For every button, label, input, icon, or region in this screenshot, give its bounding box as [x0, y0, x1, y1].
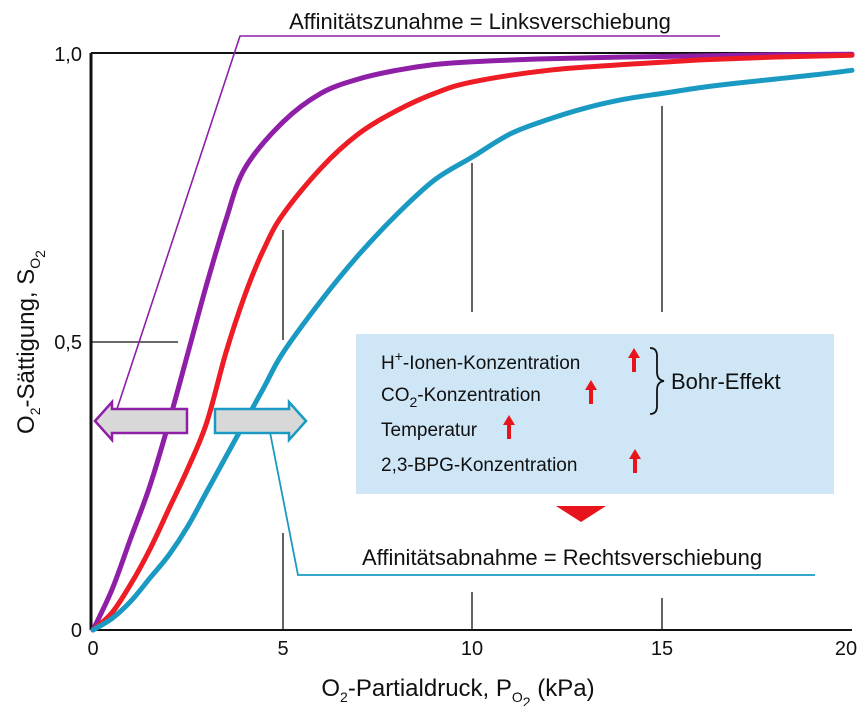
x-tick-label-20: 20 — [835, 638, 857, 660]
curve-red — [90, 52, 855, 633]
left-shift-label: Affinitätszunahme = Linksverschiebung — [289, 9, 671, 34]
temperature-factor: Temperatur — [381, 420, 478, 441]
y-tick-label-1: 1,0 — [54, 44, 82, 66]
x-tick-label-0: 0 — [87, 638, 98, 660]
right-shift-callout-line — [267, 421, 815, 576]
bohr-effect-label: Bohr-Effekt — [671, 369, 781, 394]
y-axis-title: O2-Sättigung, SO2 — [13, 250, 48, 434]
curve-blue — [90, 67, 855, 633]
left-shift-label-bg — [240, 8, 720, 35]
y-tick-label-05: 0,5 — [54, 332, 82, 354]
left-shift-arrow-icon — [93, 398, 189, 444]
up-arrow-icon — [628, 348, 640, 372]
y-tick-label-0: 0 — [71, 620, 82, 642]
up-arrow-icon — [585, 380, 597, 404]
h-ions-factor: H+-Ionen-Konzentration — [381, 348, 580, 374]
x-tick-label-15: 15 — [651, 638, 673, 660]
down-arrowhead-icon — [556, 506, 606, 522]
curve-purple — [90, 51, 855, 633]
co2-factor: CO2-Konzentration — [381, 385, 541, 410]
left-shift-callout-line — [115, 35, 720, 413]
bpg-factor: 2,3-BPG-Konzentration — [381, 455, 577, 476]
right-shift-label-bg — [311, 543, 811, 571]
factor-box — [356, 334, 834, 494]
x-axis-title: O2-Partialdruck, PO2 (kPa) — [321, 675, 594, 706]
up-arrow-icon — [503, 415, 515, 439]
bohr-brace-icon — [649, 347, 665, 415]
reference-lines — [91, 106, 663, 630]
x-tick-label-10: 10 — [461, 638, 483, 660]
curves-group — [90, 51, 855, 633]
x-tick-label-5: 5 — [277, 638, 288, 660]
right-shift-arrow-icon — [213, 398, 308, 444]
up-arrow-icon — [629, 449, 641, 473]
right-shift-label: Affinitätsabnahme = Rechtsverschiebung — [362, 545, 762, 570]
